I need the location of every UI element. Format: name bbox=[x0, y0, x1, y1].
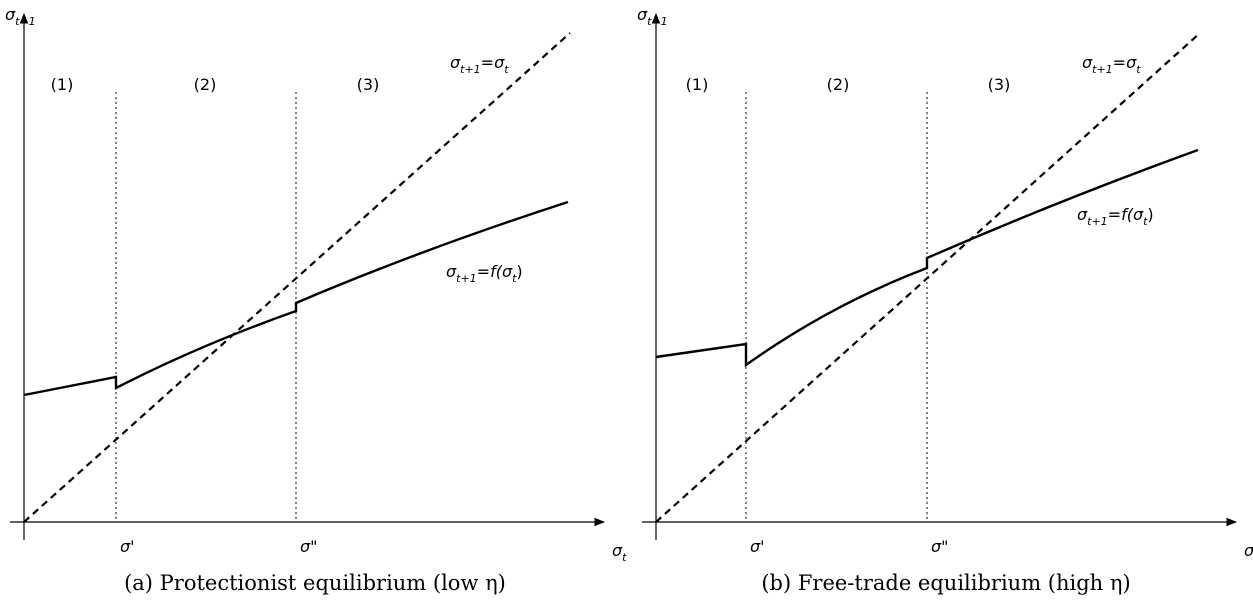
diagonal-label-part: t bbox=[504, 63, 509, 76]
curve-label-part: =f(σ bbox=[477, 262, 513, 281]
region-label: (2) bbox=[194, 75, 217, 94]
curve-label-part: σ bbox=[1077, 205, 1088, 224]
y-axis-label-part: t+1 bbox=[647, 15, 668, 28]
y-axis-label-part: t+1 bbox=[15, 15, 36, 28]
threshold-label: σ' bbox=[750, 537, 765, 556]
curve-label-part: t bbox=[512, 272, 517, 285]
curve-label-part: =f(σ bbox=[1108, 205, 1144, 224]
curve-label: σt+1=f(σt) bbox=[446, 262, 523, 285]
panel-b-drawing bbox=[642, 12, 1238, 540]
x-axis-label-part: σ bbox=[1244, 541, 1253, 560]
x-axis-label: σt bbox=[1244, 541, 1253, 564]
region-label: (3) bbox=[988, 75, 1011, 94]
curve-label-part: t+1 bbox=[1087, 215, 1108, 228]
diagonal-label-part: =σ bbox=[481, 53, 505, 72]
diagonal-label-part: σ bbox=[450, 53, 461, 72]
y-axis-label: σt+1 bbox=[637, 5, 668, 28]
curve-label-part: ) bbox=[1147, 205, 1153, 224]
y-axis-label-part: σ bbox=[5, 5, 16, 24]
panel-a-drawing bbox=[10, 12, 606, 540]
diagonal-label: σt+1=σt bbox=[450, 53, 509, 76]
diagonal-label-part: =σ bbox=[1113, 53, 1137, 72]
region-label: (1) bbox=[51, 75, 74, 94]
x-axis-label-part: σ bbox=[612, 541, 623, 560]
diagonal-label-part: t bbox=[1136, 63, 1141, 76]
threshold-label: σ" bbox=[931, 537, 949, 556]
curve bbox=[655, 148, 1199, 368]
diagonal bbox=[655, 32, 1201, 523]
caption: (a) Protectionist equilibrium (low η) bbox=[124, 571, 506, 595]
diagonal bbox=[23, 32, 571, 523]
threshold-label: σ' bbox=[120, 537, 135, 556]
diagonal-label-part: t+1 bbox=[460, 63, 481, 76]
region-label: (3) bbox=[357, 75, 380, 94]
diagonal-label-part: t+1 bbox=[1092, 63, 1113, 76]
y-axis-label: σt+1 bbox=[5, 5, 36, 28]
diagonal-label: σt+1=σt bbox=[1082, 53, 1141, 76]
diagonal-label-part: σ bbox=[1082, 53, 1093, 72]
x-axis-label-part: t bbox=[622, 551, 627, 564]
curve-label-part: ) bbox=[516, 262, 522, 281]
curve-label: σt+1=f(σt) bbox=[1077, 205, 1154, 228]
threshold-label: σ" bbox=[300, 537, 318, 556]
caption: (b) Free-trade equilibrium (high η) bbox=[761, 571, 1130, 595]
curve bbox=[23, 200, 569, 397]
region-label: (1) bbox=[686, 75, 709, 94]
curve-label-part: σ bbox=[446, 262, 457, 281]
x-axis-label: σt bbox=[612, 541, 627, 564]
curve-label-part: t+1 bbox=[456, 272, 477, 285]
curve-label-part: t bbox=[1143, 215, 1148, 228]
region-label: (2) bbox=[827, 75, 850, 94]
y-axis-label-part: σ bbox=[637, 5, 648, 24]
